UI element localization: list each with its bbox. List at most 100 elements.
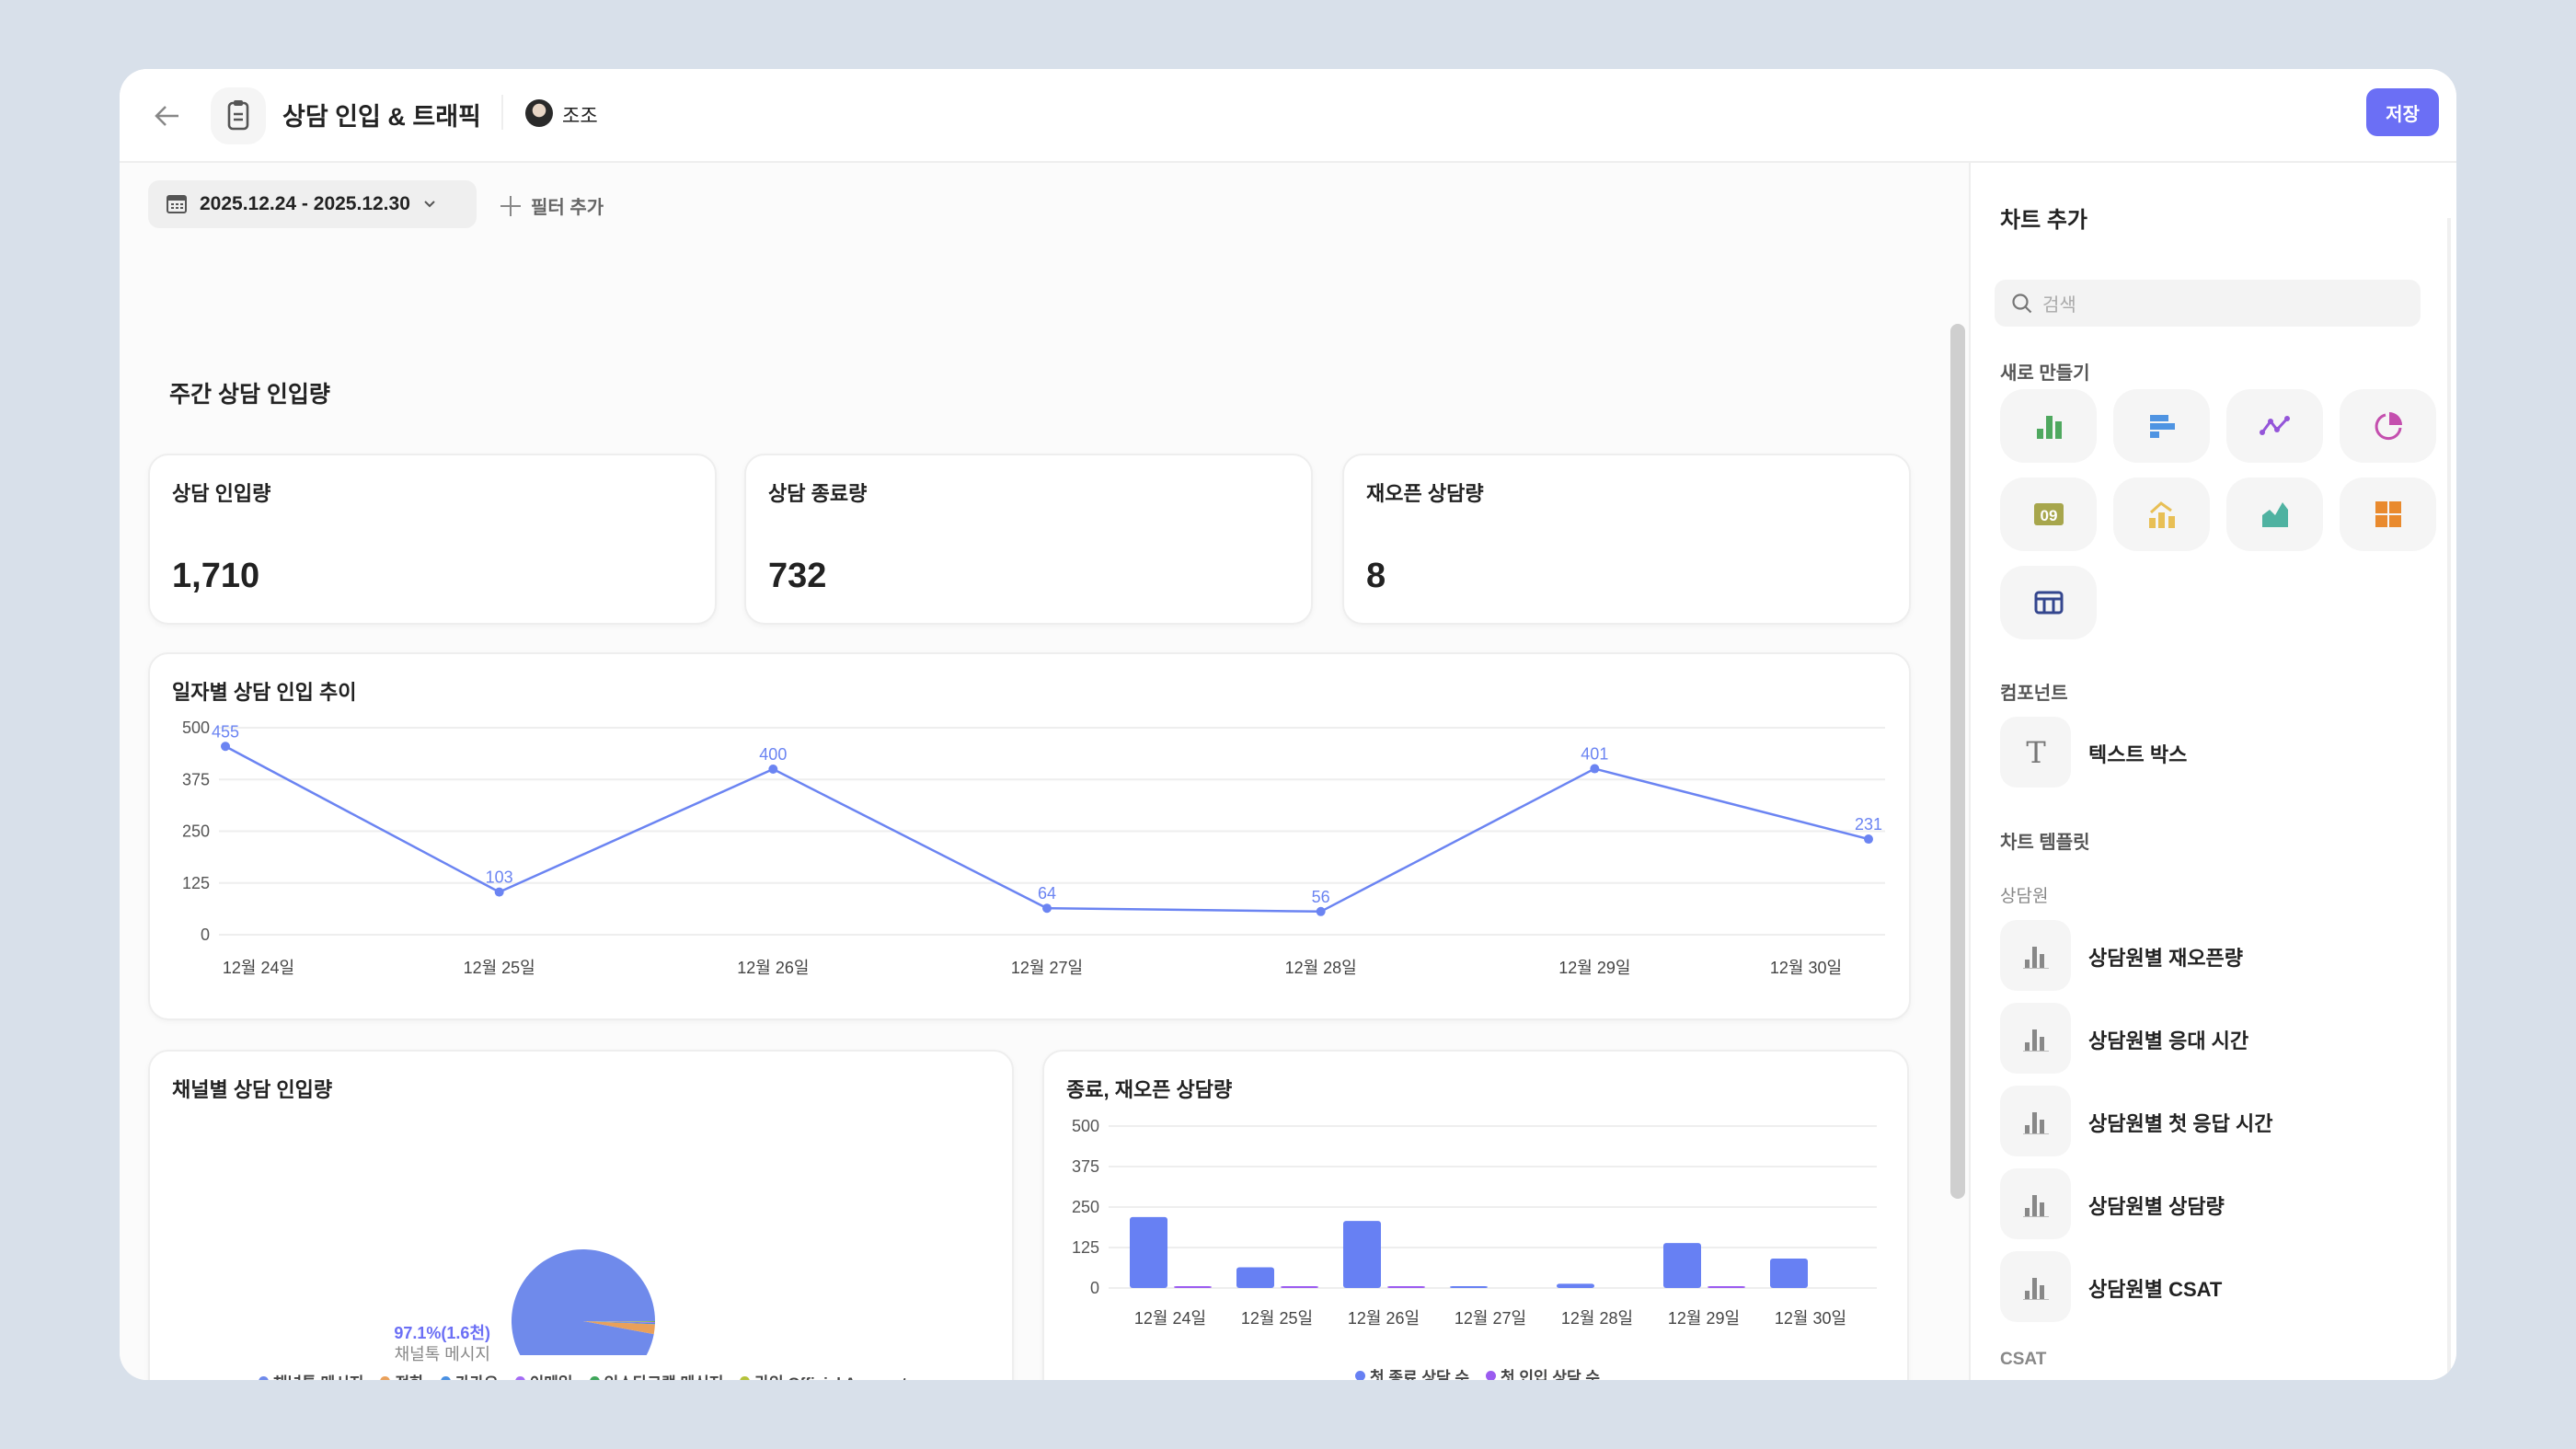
bar xyxy=(1557,1283,1594,1288)
add-filter-button[interactable]: 필터 추가 xyxy=(500,192,604,219)
legend-item[interactable]: 카카오 xyxy=(440,1370,499,1380)
section-title: 주간 상담 인입량 xyxy=(169,382,330,408)
bar-chart-type-button[interactable] xyxy=(2000,389,2097,463)
legend-label: 이메일 xyxy=(530,1370,573,1380)
table-icon xyxy=(2034,591,2063,615)
x-tick-label: 12월 26일 xyxy=(1348,1309,1420,1328)
data-point xyxy=(1590,764,1600,774)
y-tick-label: 125 xyxy=(1072,1238,1099,1257)
x-tick-label: 12월 29일 xyxy=(1668,1309,1740,1328)
legend-item[interactable]: 첫 인입 상담 수 xyxy=(1486,1364,1600,1380)
legend-label: 채널톡 메시지 xyxy=(273,1370,364,1380)
main-scrollbar[interactable] xyxy=(1950,324,1965,1199)
number-icon: 09 xyxy=(2033,503,2064,525)
template-item[interactable]: 상담원별 상담량 xyxy=(2088,1195,2225,1218)
legend-dot xyxy=(740,1376,751,1380)
legend-item[interactable]: 첫 종료 상담 수 xyxy=(1354,1364,1469,1380)
pie-chart xyxy=(512,1249,655,1355)
page-title: 상담 인입 & 트래픽 xyxy=(282,103,481,131)
legend-dot xyxy=(589,1376,600,1380)
grid-icon xyxy=(2375,501,2401,527)
data-label: 56 xyxy=(1312,888,1330,906)
owner-name: 조조 xyxy=(562,106,598,127)
legend-dot xyxy=(380,1376,391,1380)
legend-item[interactable]: 라인 Official Account xyxy=(740,1370,907,1380)
bar-legend: 첫 종료 상담 수 첫 인입 상담 수 xyxy=(1044,1364,1911,1380)
search-input[interactable]: 검색 xyxy=(1995,280,2421,327)
legend-item[interactable]: 이메일 xyxy=(514,1370,573,1380)
pie-slice xyxy=(512,1249,655,1355)
x-tick-label: 12월 24일 xyxy=(223,959,294,977)
template-section-label: 차트 템플릿 xyxy=(2000,833,2090,853)
combo-chart-type-button[interactable] xyxy=(2113,477,2210,551)
template-item[interactable]: 상담원별 응대 시간 xyxy=(2088,1029,2249,1052)
plus-icon xyxy=(500,195,521,216)
chevron-down-icon xyxy=(424,201,435,208)
x-tick-label: 12월 24일 xyxy=(1134,1309,1206,1328)
x-tick-label: 12월 27일 xyxy=(1011,959,1083,977)
bar-chart-icon xyxy=(2022,1194,2049,1217)
bar xyxy=(1174,1286,1212,1288)
number-type-button[interactable]: 09 xyxy=(2000,477,2097,551)
template-tile[interactable] xyxy=(2000,1251,2071,1322)
back-arrow-icon[interactable] xyxy=(155,104,180,128)
x-tick-label: 12월 26일 xyxy=(737,959,809,977)
text-box-item[interactable]: 텍스트 박스 xyxy=(2088,743,2188,766)
template-tile[interactable] xyxy=(2000,1168,2071,1239)
legend-item[interactable]: 채널톡 메시지 xyxy=(258,1370,364,1380)
y-tick-label: 250 xyxy=(1072,1198,1099,1216)
svg-text:T: T xyxy=(2026,739,2046,766)
template-item[interactable]: 상담원별 첫 응답 시간 xyxy=(2088,1112,2273,1135)
bar-chart-icon xyxy=(2022,946,2049,969)
grid-type-button[interactable] xyxy=(2340,477,2436,551)
legend-item[interactable]: 전화 xyxy=(380,1370,424,1380)
legend-dot xyxy=(1486,1371,1496,1380)
pie-chart-type-button[interactable] xyxy=(2340,389,2436,463)
template-item[interactable]: 상담원별 재오픈량 xyxy=(2088,947,2244,970)
kpi-card-closed[interactable]: 상담 종료량 732 xyxy=(744,454,1313,625)
text-box-tile[interactable]: T xyxy=(2000,717,2071,788)
panel-scrollbar[interactable] xyxy=(2447,218,2451,1377)
data-label: 401 xyxy=(1581,745,1608,764)
kpi-card-inflow[interactable]: 상담 인입량 1,710 xyxy=(148,454,717,625)
horizontal-bar-type-button[interactable] xyxy=(2113,389,2210,463)
divider xyxy=(501,95,503,130)
line-chart-icon xyxy=(2259,416,2290,435)
date-range-picker[interactable]: 2025.12.24 - 2025.12.30 xyxy=(148,180,477,228)
line-chart-type-button[interactable] xyxy=(2226,389,2323,463)
combo-chart-icon xyxy=(2148,501,2175,528)
header: 상담 인입 & 트래픽 조조 저장 xyxy=(120,69,2456,163)
bar xyxy=(1708,1286,1745,1288)
template-tile[interactable] xyxy=(2000,1086,2071,1156)
chart-title: 종료, 재오픈 상담량 xyxy=(1066,1078,1233,1101)
template-tile[interactable] xyxy=(2000,1003,2071,1074)
template-item[interactable]: 상담원별 CSAT xyxy=(2088,1278,2223,1301)
save-button[interactable]: 저장 xyxy=(2366,88,2439,136)
data-point xyxy=(221,742,230,752)
kpi-card-reopen[interactable]: 재오픈 상담량 8 xyxy=(1342,454,1911,625)
bar xyxy=(1450,1286,1488,1288)
data-label: 455 xyxy=(212,722,239,741)
template-tile[interactable] xyxy=(2000,920,2071,991)
pie-slice xyxy=(583,1321,655,1323)
text-icon: T xyxy=(2026,739,2046,766)
table-type-button[interactable] xyxy=(2000,566,2097,639)
bar xyxy=(1236,1267,1274,1288)
kpi-value: 732 xyxy=(768,557,827,595)
legend-label: 라인 Official Account xyxy=(754,1370,907,1380)
pie-label-name: 채널톡 메시지 xyxy=(394,1345,490,1363)
kpi-label: 상담 인입량 xyxy=(172,482,271,505)
data-point xyxy=(1042,903,1052,914)
add-filter-label: 필터 추가 xyxy=(531,198,604,218)
x-tick-label: 12월 30일 xyxy=(1770,959,1842,977)
bar-chart: 0 125 250 375 500 12월 24일 12월 25일 12월 26일 12월 27… xyxy=(1072,1117,1877,1328)
search-icon xyxy=(2012,293,2032,313)
legend-item[interactable]: 인스타그램 메신저 xyxy=(589,1370,723,1380)
new-section-label: 새로 만들기 xyxy=(2000,363,2090,384)
area-chart-type-button[interactable] xyxy=(2226,477,2323,551)
data-label: 103 xyxy=(486,868,513,887)
x-tick-label: 12월 27일 xyxy=(1455,1309,1526,1328)
x-tick-label: 12월 28일 xyxy=(1561,1309,1633,1328)
data-label: 64 xyxy=(1038,884,1056,903)
data-label: 400 xyxy=(759,745,787,764)
